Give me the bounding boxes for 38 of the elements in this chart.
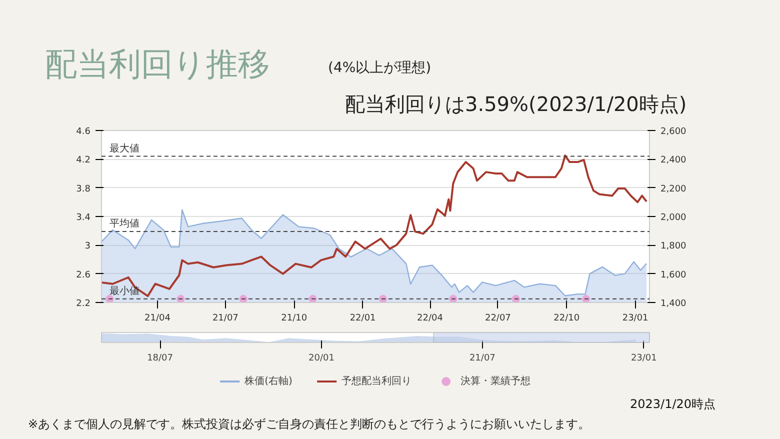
x-tick-label: 20/01 [308, 354, 334, 364]
y2-tick-label: 2,200 [660, 184, 687, 194]
y2-tick-label: 1,400 [660, 299, 687, 309]
x-tick-label: 21/04 [144, 314, 171, 324]
chart-title: 配当利回り推移 [45, 44, 270, 85]
x-tick-label: 21/10 [281, 314, 308, 324]
ref-line-label: 平均値 [110, 218, 140, 230]
line-series [102, 154, 648, 298]
y2-tick-label: 2,000 [660, 213, 687, 223]
x-tick-label: 21/07 [212, 314, 238, 324]
y2-tick-label: 1,800 [660, 242, 687, 252]
legend-label: 決算・業績予想 [460, 374, 530, 388]
y2-tick-label: 2,600 [660, 127, 687, 137]
text: 2023/1/20時点 [630, 396, 716, 413]
x-tick-label: 22/01 [350, 314, 376, 324]
y-tick-label: 2.6 [76, 270, 91, 280]
text: 配当利回りは3.59%(2023/1/20時点) [345, 91, 687, 118]
chart-subtitle: (4%以上が理想) [328, 59, 432, 78]
y-tick-label: 2.2 [76, 299, 91, 309]
y-tick-label: 3 [84, 242, 91, 252]
y-tick-label: 3.4 [76, 213, 91, 223]
y-tick-label: 4.6 [76, 127, 91, 137]
y-tick-label: 3.8 [76, 184, 91, 194]
ref-line-label: 最大値 [110, 142, 140, 154]
x-tick-label: 22/04 [417, 314, 444, 324]
y2-tick-label: 2,400 [660, 156, 687, 166]
y2-tick-label: 1,600 [660, 270, 687, 280]
legend-label: 予想配当利回り [341, 374, 412, 388]
x-tick-label: 21/07 [469, 354, 496, 364]
legend-label: 株価(右軸) [244, 374, 292, 388]
x-tick-label: 23/01 [622, 314, 648, 324]
x-tick-label: 23/01 [630, 354, 657, 364]
x-tick-label: 18/07 [147, 354, 174, 364]
ref-line-label: 最小値 [110, 284, 140, 297]
x-tick-label: 22/10 [554, 314, 580, 324]
x-tick-label: 22/07 [484, 314, 511, 324]
text: ※あくまで個人の見解です。株式投資は必ずご自身の責任と判断のもとで行うようにお願いいたします。 [28, 416, 590, 433]
y-tick-label: 4.2 [76, 156, 91, 166]
